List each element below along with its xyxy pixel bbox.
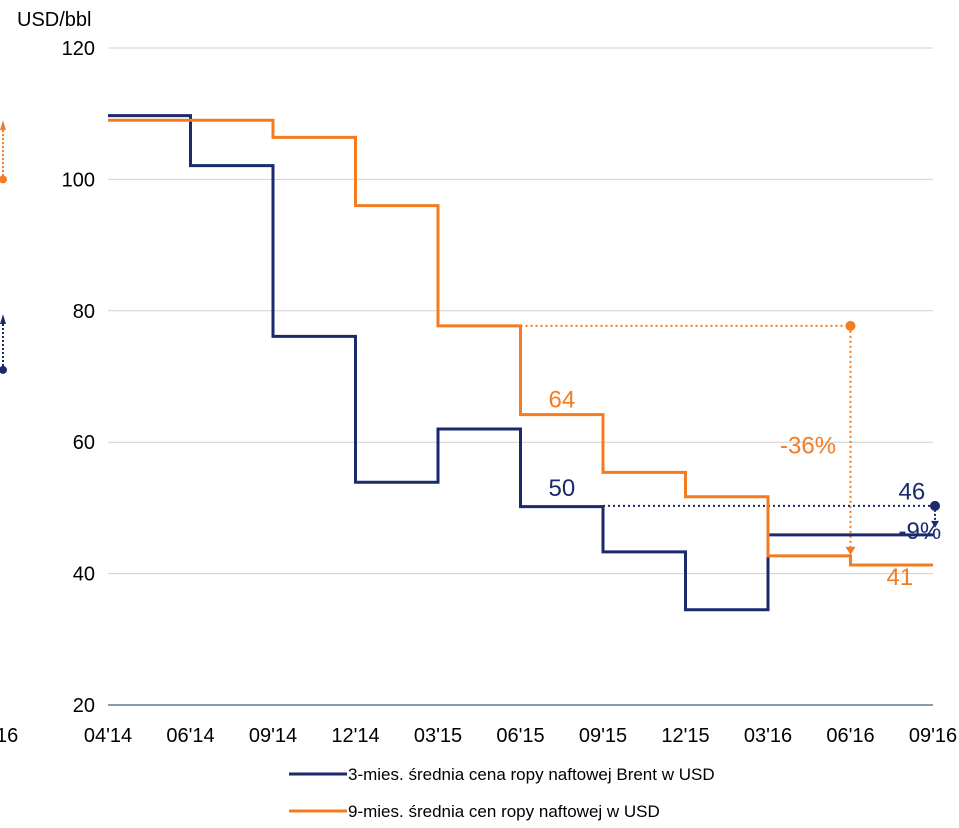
left-navy-arrowhead [0,314,6,324]
y-tick-label: 20 [73,695,95,717]
y-tick-label: 60 [73,432,95,454]
x-tick-label: 12'14 [331,725,379,747]
orange-reference-dot [845,320,856,331]
annotations: 64 50 -36% 46 -9% 41 [549,386,942,590]
series-lines [108,114,933,612]
annotation-label: 50 [549,475,576,502]
annotation-label: 64 [549,386,576,413]
left-orange-dot [0,175,7,184]
orange-reference-arrowhead [845,546,856,555]
annotation-label: 46 [899,478,926,505]
navy-reference-dot [930,500,940,511]
x-tick-label: 09'15 [579,725,627,747]
legend-entry: 9-mies. średnia cen ropy naftowej w USD [348,802,660,821]
series-line-brent-3m [108,114,933,612]
y-tick-label: 40 [73,564,95,586]
navy-reference-arrowhead [931,520,939,528]
legend: 3-mies. średnia cena ropy naftowej Brent… [289,765,715,821]
y-tick-label: 80 [73,301,95,323]
x-tick-label: 04'14 [84,725,132,747]
x-tick-label: 03'15 [414,725,462,747]
left-edge-cut-markers [0,120,7,374]
annotation-label: -36% [780,432,836,459]
left-navy-dot [0,365,7,374]
y-axis-tick-labels: 20 40 60 80 100 120 [62,38,95,717]
y-axis-label: USD/bbl [17,9,91,31]
series-line-9m [108,118,933,567]
x-tick-label: 09'14 [249,725,297,747]
y-tick-label: 100 [62,169,95,191]
x-tick-label: 12'15 [661,725,709,747]
x-tick-label: 09'16 [909,725,957,747]
annotation-label: 41 [887,564,914,591]
x-tick-label: 03'16 [744,725,792,747]
x-axis-partial-tick-label: 16 [0,725,18,747]
x-tick-label: 06'14 [166,725,214,747]
y-tick-label: 120 [62,38,95,60]
x-axis-tick-labels: 04'14 06'14 09'14 12'14 03'15 06'15 09'15 12'15… [84,725,957,747]
reference-lines [520,320,940,555]
left-orange-arrowhead [0,120,6,131]
x-tick-label: 06'16 [826,725,874,747]
x-tick-label: 06'15 [496,725,544,747]
annotation-label: -9% [899,518,942,545]
legend-entry: 3-mies. średnia cena ropy naftowej Brent… [348,765,715,784]
